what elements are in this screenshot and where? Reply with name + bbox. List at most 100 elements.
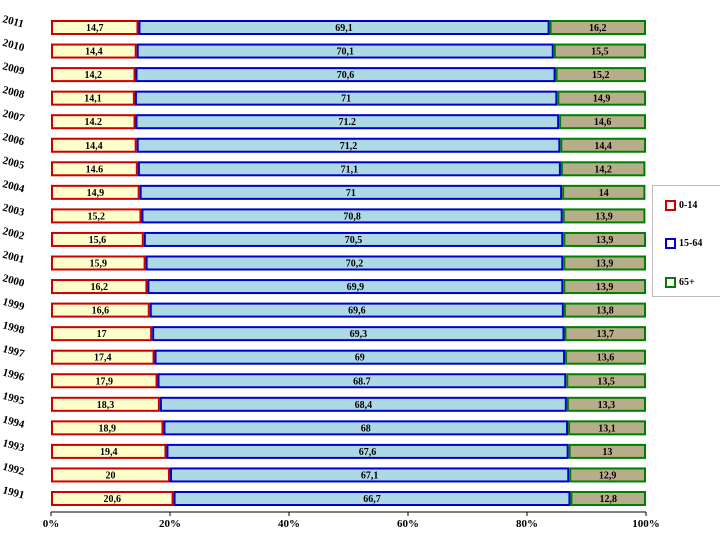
- year-label: 2009: [1, 60, 26, 77]
- bar-segment: [136, 43, 554, 59]
- bar-segment: [51, 467, 170, 483]
- bar-segment: [563, 302, 647, 318]
- data-label: 14,9: [87, 188, 105, 199]
- bar-segment: [568, 420, 646, 436]
- legend-item-65-plus: 65+: [665, 277, 695, 288]
- legend-label: 0-14: [679, 200, 698, 211]
- data-label: 20,6: [104, 494, 122, 505]
- data-label: 15,9: [90, 259, 108, 270]
- data-label: 15,5: [591, 47, 609, 58]
- data-label: 18,9: [98, 423, 116, 434]
- year-label: 1995: [1, 390, 26, 407]
- data-label: 70,8: [343, 211, 361, 222]
- data-label: 14.2: [84, 117, 102, 128]
- bar-segment: [564, 326, 646, 342]
- bar-segment: [51, 184, 140, 200]
- data-label: 68: [361, 423, 371, 434]
- bar-segment: [570, 491, 646, 506]
- data-label: 69,6: [348, 306, 366, 317]
- bar-segment: [134, 90, 558, 106]
- value-labels: 14,7 69,1 16,2 14,4 70,1 15,5 14,2 70,6 15,2 14,1…: [84, 23, 617, 505]
- bar-segment: [562, 208, 646, 224]
- x-tick-label: 20%: [159, 518, 181, 530]
- data-label: 71,1: [341, 164, 359, 175]
- year-label: 2004: [1, 178, 26, 195]
- data-label: 70,2: [346, 259, 364, 270]
- legend-swatch-0-14: [665, 200, 676, 211]
- data-label: 14,2: [84, 70, 102, 81]
- data-label: 14,2: [594, 164, 612, 175]
- legend-swatch-65-plus: [665, 277, 676, 288]
- bar-segment: [163, 420, 569, 436]
- bar-segment: [562, 184, 646, 200]
- bar-segment: [51, 67, 136, 83]
- data-label: 13,7: [596, 329, 614, 340]
- data-label: 14,1: [84, 94, 102, 105]
- data-label: 13,5: [597, 376, 615, 387]
- data-label: 14,6: [594, 117, 612, 128]
- data-label: 15,6: [89, 235, 107, 246]
- year-label: 2001: [1, 249, 25, 266]
- data-label: 13,9: [596, 259, 614, 270]
- data-label: 67,6: [359, 447, 377, 458]
- year-label: 2011: [1, 13, 25, 30]
- year-label: 1993: [1, 437, 26, 454]
- data-label: 13,1: [598, 423, 616, 434]
- bar-segment: [173, 491, 571, 506]
- bar-segment: [149, 302, 564, 318]
- year-label: 2003: [1, 202, 26, 219]
- data-label: 12,8: [599, 494, 617, 505]
- data-label: 13: [602, 447, 612, 458]
- bar-segment: [138, 20, 550, 35]
- year-label: 2002: [1, 225, 26, 242]
- data-label: 14.6: [86, 164, 104, 175]
- bar-segment: [51, 302, 150, 318]
- bar-segment: [51, 20, 139, 35]
- bar-segment: [154, 349, 566, 365]
- bar-segment: [566, 396, 646, 412]
- data-label: 19,4: [100, 447, 118, 458]
- data-label: 16,2: [589, 23, 607, 34]
- bar-segment: [560, 161, 646, 177]
- data-label: 16,2: [90, 282, 108, 293]
- legend-swatch-15-64: [665, 238, 676, 249]
- data-label: 69,1: [335, 23, 353, 34]
- data-label: 13,9: [596, 235, 614, 246]
- data-label: 70,1: [336, 47, 354, 58]
- data-label: 12,9: [599, 470, 617, 481]
- data-label: 13,9: [595, 211, 613, 222]
- legend-item-15-64: 15-64: [665, 238, 702, 249]
- bar-segment: [549, 20, 646, 35]
- x-tick-label: 60%: [397, 518, 419, 530]
- bar-segment: [170, 467, 570, 483]
- legend-label: 65+: [679, 277, 695, 288]
- bar-segment: [51, 231, 144, 247]
- bars: [51, 20, 647, 506]
- year-label: 2000: [1, 272, 26, 289]
- bar-segment: [159, 396, 567, 412]
- data-label: 13,3: [598, 400, 616, 411]
- legend-label: 15-64: [679, 238, 703, 249]
- year-label: 1992: [1, 461, 26, 478]
- data-label: 66,7: [363, 494, 381, 505]
- bar-segment: [51, 420, 164, 436]
- bar-segment: [143, 231, 564, 247]
- bar-segment: [557, 90, 646, 106]
- year-label: 1996: [1, 367, 26, 384]
- data-label: 14,4: [85, 47, 103, 58]
- year-label: 1997: [1, 343, 26, 360]
- bar-segment: [51, 491, 174, 506]
- data-label: 13,8: [596, 306, 614, 317]
- year-label: 1999: [1, 296, 26, 313]
- bar-segment: [135, 114, 560, 130]
- year-label: 2008: [1, 84, 26, 101]
- bar-segment: [563, 279, 646, 295]
- bar-segment: [566, 373, 647, 389]
- data-label: 17: [97, 329, 107, 340]
- bar-segment: [51, 396, 160, 412]
- bar-segment: [152, 326, 565, 342]
- data-label: 71: [346, 188, 356, 199]
- data-label: 15,2: [87, 211, 105, 222]
- data-label: 71,2: [340, 141, 358, 152]
